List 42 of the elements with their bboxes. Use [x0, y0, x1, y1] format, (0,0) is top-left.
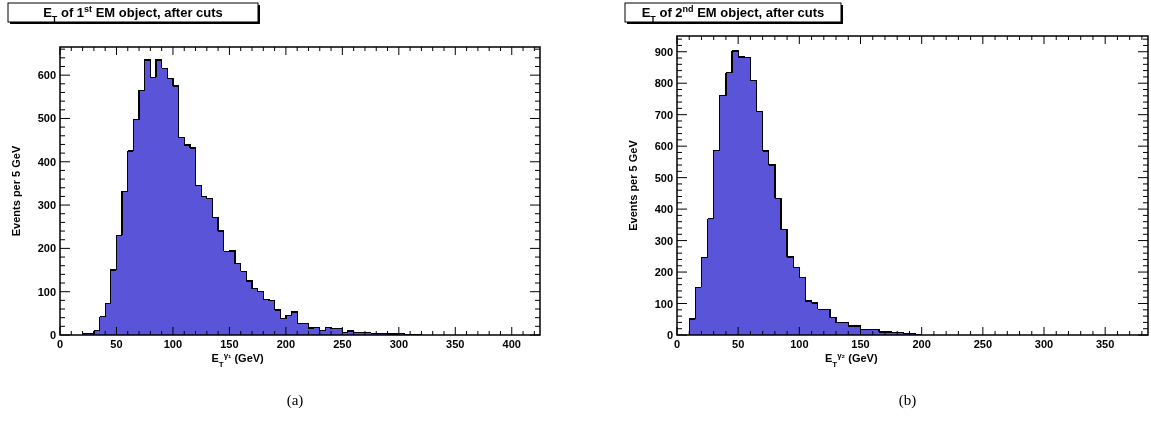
y-axis-title: Events per 5 GeV	[627, 139, 639, 231]
y-tick-label: 600	[37, 69, 56, 82]
x-axis-title: E$_{T}$$^{γ₂}$ (GeV)	[824, 350, 878, 369]
x-tick-label: 200	[912, 338, 931, 350]
y-tick-label: 500	[37, 112, 56, 125]
x-tick-label: 400	[502, 338, 521, 350]
text: (b)	[898, 392, 917, 409]
x-tick-label: 0	[56, 338, 64, 350]
y-tick-label: 500	[654, 171, 673, 184]
y-tick-label: 400	[654, 203, 673, 216]
x-tick-label: 300	[1034, 338, 1054, 350]
x-tick-label: 150	[851, 338, 870, 350]
x-tick-label: 200	[276, 338, 296, 350]
chart-title: E$_{T}$ of 2$^{nd}$ EM object, after cuts	[641, 4, 825, 24]
y-tick-label: 800	[654, 77, 673, 90]
y-tick-label: 100	[37, 285, 56, 298]
y-tick-label: 0	[49, 329, 56, 341]
y-tick-label: 700	[654, 108, 673, 121]
text: (a)	[286, 392, 304, 409]
x-tick-label: 250	[973, 338, 993, 350]
x-tick-label: 150	[220, 338, 239, 350]
x-tick-label: 100	[163, 338, 183, 350]
y-tick-label: 900	[654, 45, 673, 58]
x-tick-label: 0	[673, 338, 681, 350]
x-tick-label: 350	[446, 338, 465, 350]
x-tick-label: 350	[1096, 338, 1115, 350]
chart-title: E$_{T}$ of 1$^{st}$ EM object, after cuts	[43, 4, 223, 24]
y-tick-label: 200	[37, 242, 56, 255]
y-tick-label: 400	[37, 155, 56, 168]
y-tick-label: 600	[654, 140, 673, 153]
x-axis-title: E$_{T}$$^{γ₁}$ (GeV)	[211, 350, 265, 369]
x-tick-label: 300	[389, 338, 408, 350]
x-tick-label: 50	[110, 338, 123, 350]
y-tick-label: 200	[654, 266, 673, 279]
x-tick-label: 100	[790, 338, 809, 350]
x-tick-label: 250	[333, 338, 352, 350]
y-tick-label: 300	[37, 199, 56, 212]
y-tick-label: 0	[666, 329, 673, 341]
x-tick-label: 50	[732, 338, 745, 350]
y-tick-label: 100	[654, 297, 673, 310]
y-tick-label: 300	[654, 234, 673, 247]
y-axis-title: Events per 5 GeV	[10, 145, 22, 237]
